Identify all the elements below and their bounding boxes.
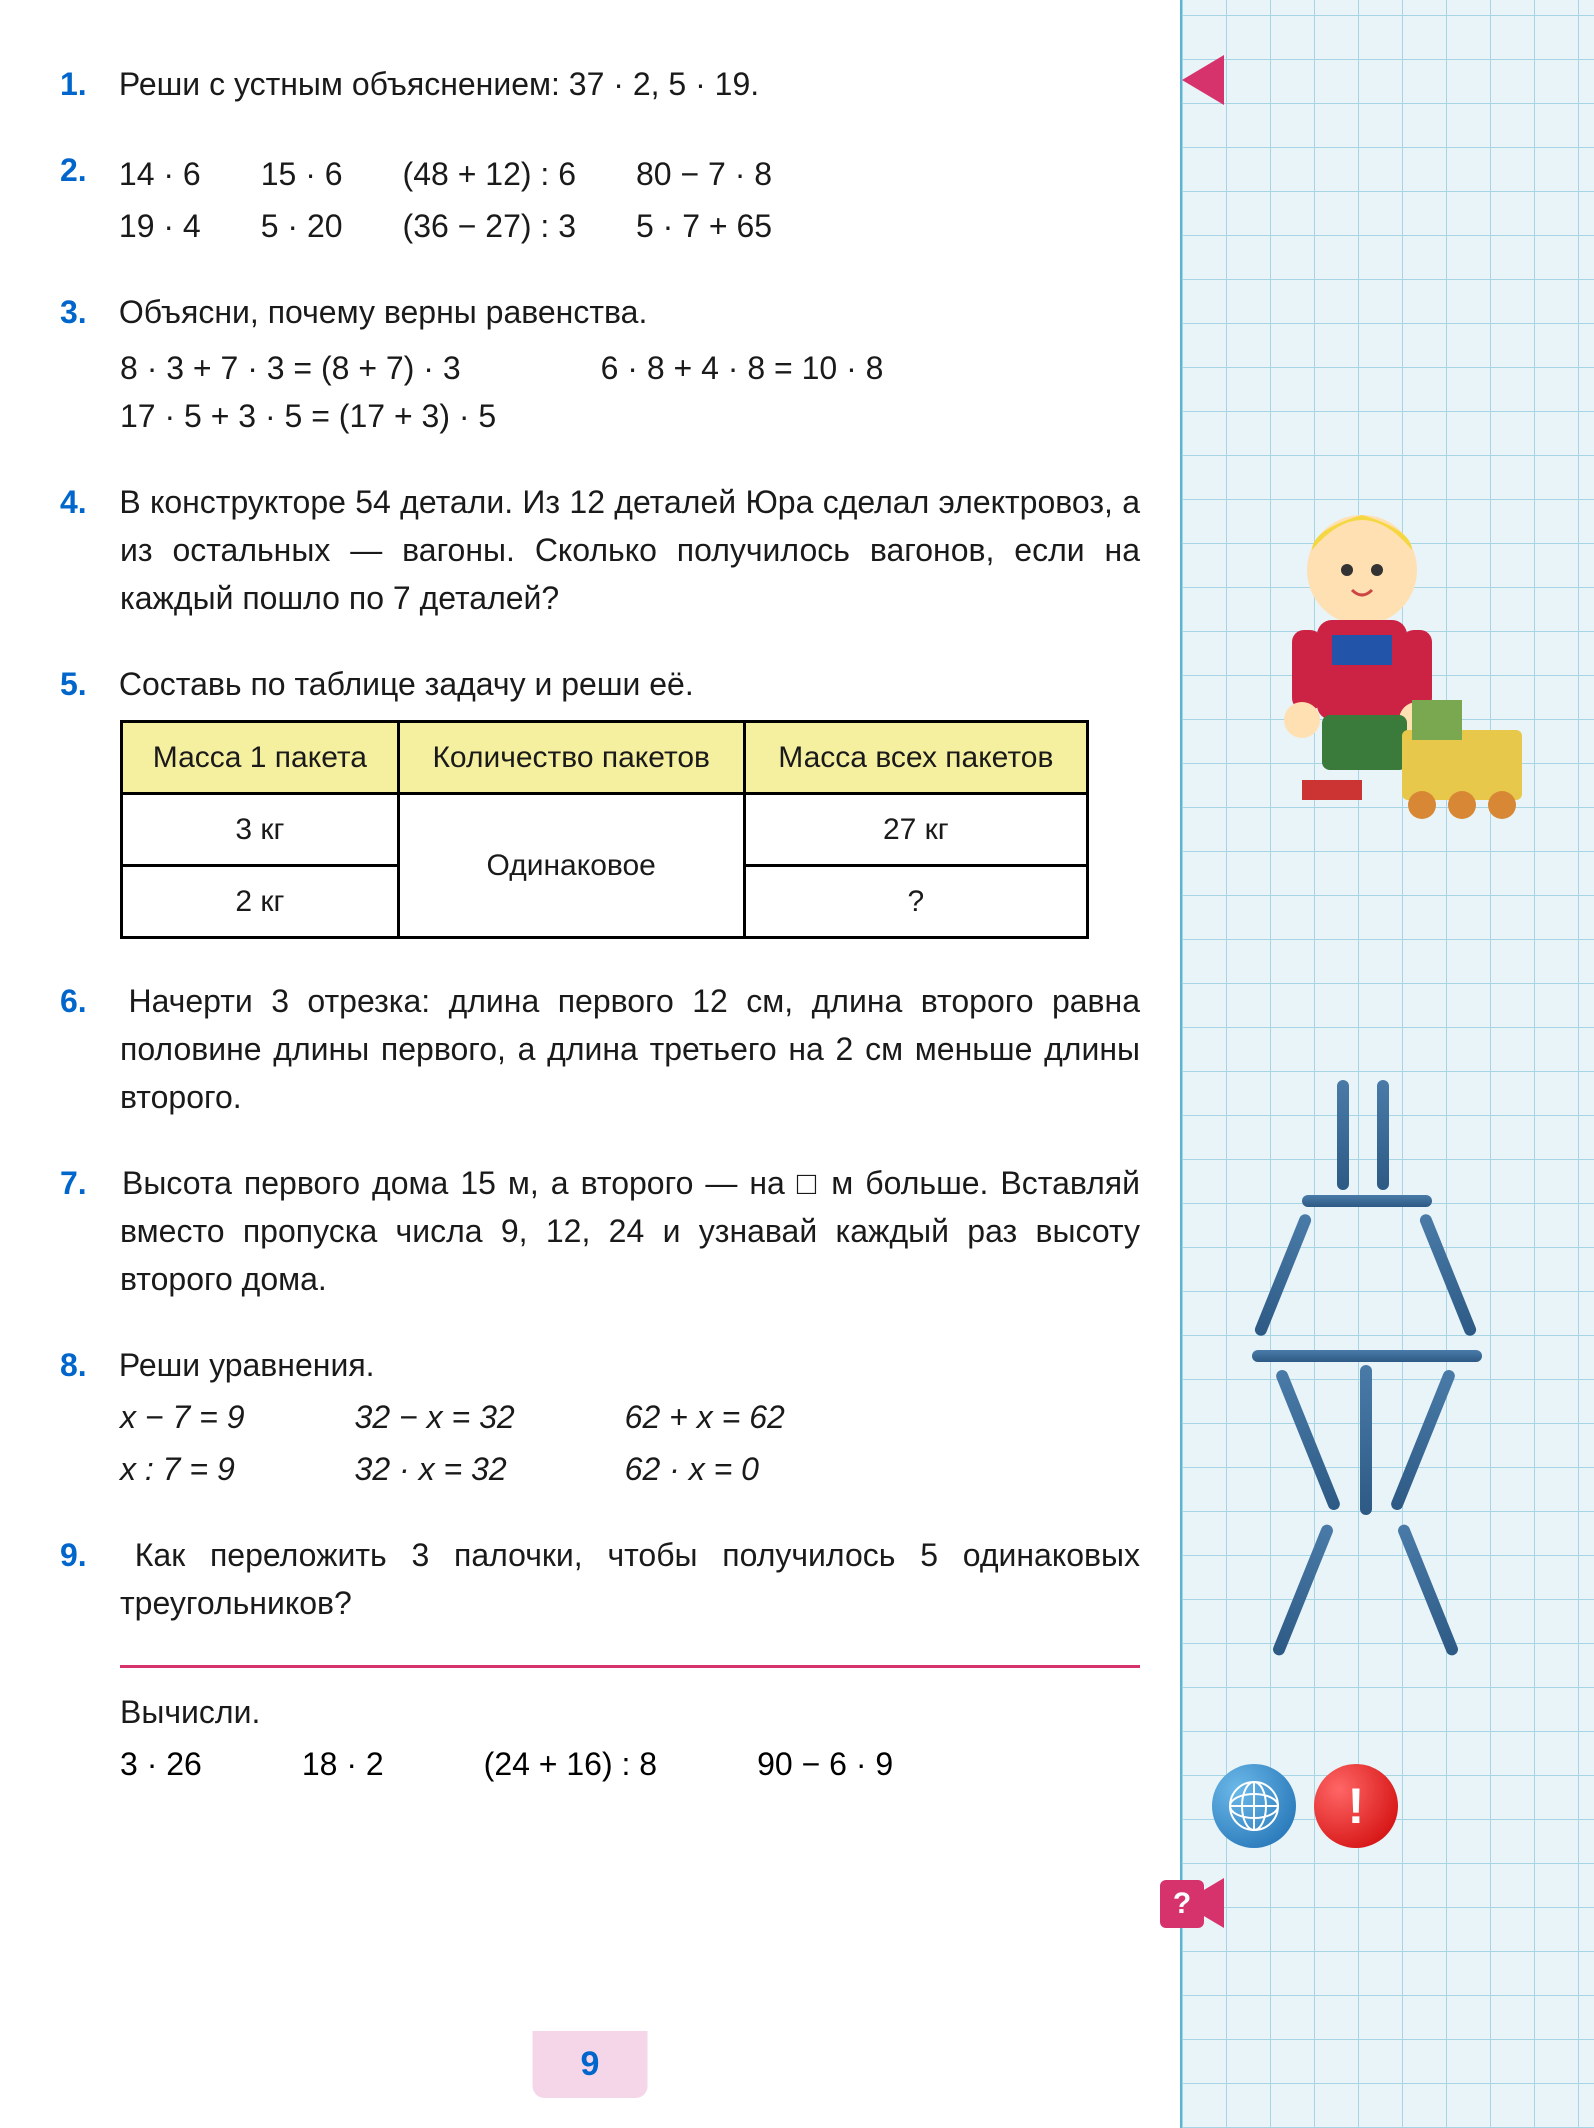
expr: 3 · 26 [120, 1746, 202, 1783]
exercise-5: 5. Составь по таблице задачу и реши её. … [120, 660, 1140, 939]
expr: 5 · 7 + 65 [636, 202, 772, 250]
table-cell: ? [744, 866, 1087, 938]
exercise-number: 6. [60, 977, 110, 1025]
exercise-number: 7. [60, 1159, 110, 1207]
equation: 32 · x = 32 [355, 1445, 515, 1493]
exercise-number: 5. [60, 660, 110, 708]
sidebar: ! [1180, 0, 1594, 2128]
expr: 14 · 6 [119, 150, 201, 198]
exercise-number: 1. [60, 60, 110, 108]
footer-title: Вычисли. [120, 1694, 260, 1730]
expr: 18 · 2 [302, 1746, 384, 1783]
table-cell: Одинаковое [398, 794, 744, 938]
equation: 62 + x = 62 [625, 1393, 785, 1441]
sidebar-icons: ! [1212, 1764, 1398, 1848]
exercise-text: Как переложить 3 палочки, чтобы получило… [120, 1537, 1140, 1621]
exercise-number: 9. [60, 1531, 110, 1579]
expr: 90 − 6 · 9 [757, 1746, 893, 1783]
main-content: 1. Реши с устным объяснением: 37 · 2, 5 … [0, 0, 1180, 2128]
expr: 19 · 4 [119, 202, 201, 250]
exercise-9: 9. Как переложить 3 палочки, чтобы получ… [120, 1531, 1140, 1627]
exercise-number: 8. [60, 1341, 110, 1389]
exercise-text: Составь по таблице задачу и реши её. [119, 666, 694, 702]
equation: 62 · x = 0 [625, 1445, 785, 1493]
exercise-number: 4. [60, 478, 110, 526]
exercise-text: Реши с устным объяснением: 37 · 2, 5 · 1… [119, 66, 759, 102]
footer-exercise: Вычисли. [120, 1688, 1140, 1736]
exercise-2: 2. 14 · 6 19 · 4 15 · 6 5 · 20 (48 + 12)… [120, 146, 1140, 250]
equation: 6 · 8 + 4 · 8 = 10 · 8 [601, 344, 884, 392]
table-header: Масса 1 пакета [122, 722, 399, 794]
table-header: Масса всех пакетов [744, 722, 1087, 794]
exercise-8: 8. Реши уравнения. x − 7 = 9 x : 7 = 9 3… [120, 1341, 1140, 1493]
divider [120, 1665, 1140, 1668]
grid-icon [1212, 1764, 1296, 1848]
exercise-3: 3. Объясни, почему верны равенства. 8 · … [120, 288, 1140, 440]
exercise-number: 3. [60, 288, 110, 336]
table-cell: 3 кг [122, 794, 399, 866]
exercise-text: Объясни, почему верны равенства. [119, 294, 647, 330]
expr: (24 + 16) : 8 [484, 1746, 657, 1783]
page-number: 9 [533, 2031, 648, 2098]
table-cell: 2 кг [122, 866, 399, 938]
page-number-wrap: 9 [533, 2031, 648, 2098]
equation: 8 · 3 + 7 · 3 = (8 + 7) · 3 [120, 344, 461, 392]
exercise-text: Реши уравнения. [119, 1347, 375, 1383]
boy-illustration [1202, 480, 1552, 830]
expr: (48 + 12) : 6 [403, 150, 576, 198]
exclamation-icon: ! [1314, 1764, 1398, 1848]
equation: 32 − x = 32 [355, 1393, 515, 1441]
expr: 15 · 6 [261, 150, 343, 198]
exercise-text: Высота первого дома 15 м, а второго — на… [120, 1165, 1140, 1297]
exercise-4: 4. В конструкторе 54 детали. Из 12 детал… [120, 478, 1140, 622]
question-badge: ? [1160, 1880, 1204, 1928]
pointer-marker [1182, 55, 1224, 105]
exercise-text: В конструкторе 54 детали. Из 12 деталей … [119, 484, 1140, 616]
table-header: Количество пакетов [398, 722, 744, 794]
footer-items: 3 · 26 18 · 2 (24 + 16) : 8 90 − 6 · 9 [120, 1746, 1140, 1783]
exercise-7: 7. Высота первого дома 15 м, а второго —… [120, 1159, 1140, 1303]
expr: 80 − 7 · 8 [636, 150, 772, 198]
exercise-6: 6. Начерти 3 отрезка: длина первого 12 с… [120, 977, 1140, 1121]
expr: (36 − 27) : 3 [403, 202, 576, 250]
data-table: Масса 1 пакета Количество пакетов Масса … [120, 720, 1089, 939]
exercise-1: 1. Реши с устным объяснением: 37 · 2, 5 … [120, 60, 1140, 108]
sticks-figure [1242, 1080, 1522, 1680]
equation: 17 · 5 + 3 · 5 = (17 + 3) · 5 [120, 398, 496, 434]
exercise-text: Начерти 3 отрезка: длина первого 12 см, … [120, 983, 1140, 1115]
exercise-number: 2. [60, 146, 110, 194]
equation: x : 7 = 9 [120, 1445, 245, 1493]
expr: 5 · 20 [261, 202, 343, 250]
table-cell: 27 кг [744, 794, 1087, 866]
equation: x − 7 = 9 [120, 1393, 245, 1441]
